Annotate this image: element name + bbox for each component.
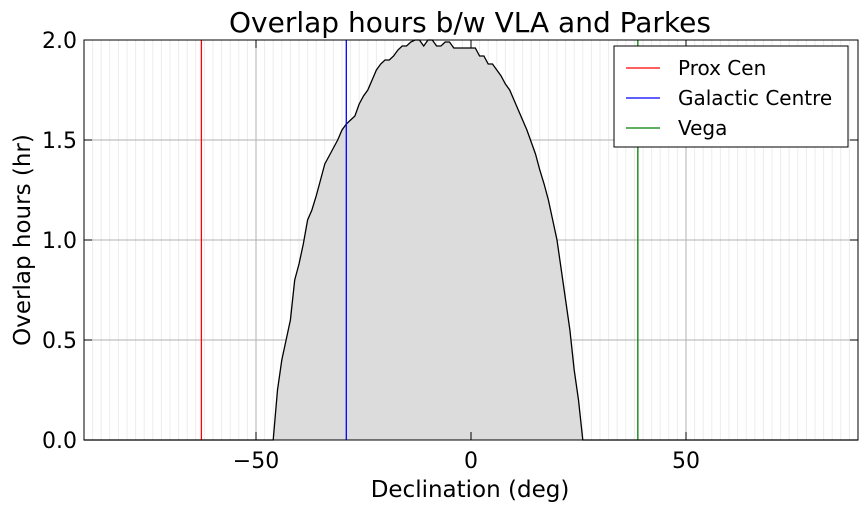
legend-label: Galactic Centre	[678, 86, 832, 110]
legend-label: Prox Cen	[678, 56, 766, 80]
y-axis-label: Overlap hours (hr)	[10, 134, 36, 346]
legend-box	[613, 45, 849, 148]
chart-title: Overlap hours b/w VLA and Parkes	[229, 6, 711, 39]
y-tick-label: 2.0	[42, 29, 77, 54]
overlap-area-fill	[84, 40, 858, 440]
y-tick-label: 1.5	[42, 129, 77, 154]
x-axis-label: Declination (deg)	[371, 477, 570, 503]
x-tick-label: 50	[672, 449, 700, 474]
y-tick-label: 1.0	[42, 229, 77, 254]
y-tick-label: 0.5	[42, 329, 77, 354]
x-tick-label: −50	[233, 449, 279, 474]
x-tick-label: 0	[464, 449, 478, 474]
y-tick-label: 0.0	[42, 429, 77, 454]
legend-label: Vega	[678, 116, 727, 140]
plot-area: −50 0 50 0.0 0.5 1.0 1.5 2.0 Prox Cen Galactic Ce…	[42, 29, 859, 474]
